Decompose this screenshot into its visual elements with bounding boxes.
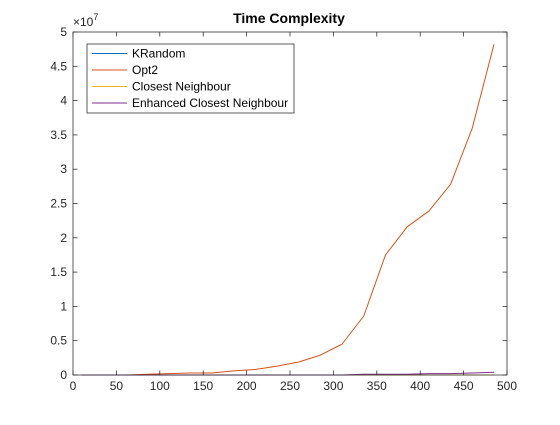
y-axis-exponent: ×107 [73,12,98,29]
y-tick-label: 0.5 [50,334,67,348]
x-tick-label: 300 [323,379,343,393]
legend-label: Closest Neighbour [132,80,231,94]
x-tick-label: 400 [410,379,430,393]
y-tick-label: 1 [60,299,67,313]
x-tick-label: 150 [193,379,213,393]
x-tick-label: 100 [150,379,170,393]
y-tick-label: 4.5 [50,59,67,73]
y-tick-label: 4 [60,94,67,108]
x-tick-label: 250 [280,379,300,393]
series-line-opt2 [81,44,495,376]
legend-label: KRandom [132,47,185,61]
chart-title: Time Complexity [233,10,345,26]
y-tick-label: 1.5 [50,265,67,279]
x-tick-label: 350 [367,379,387,393]
y-tick-label: 0 [60,368,67,382]
y-tick-label: 2.5 [50,197,67,211]
y-tick-label: 2 [60,231,67,245]
y-tick-label: 5 [60,25,67,39]
x-tick-label: 0 [70,379,77,393]
x-tick-label: 200 [237,379,257,393]
y-axis-exponent-power: 7 [93,12,98,22]
legend: KRandom Opt2 Closest Neighbour Enhanced Clo… [86,43,295,114]
legend-label: Enhanced Closest Neighbour [132,96,288,110]
legend-label: Opt2 [132,63,158,77]
axes-layer: 0 50 100 150 200 250 300 350 400 450 500 0 0.5 1 1.5 2 2… [50,25,517,393]
legend-box [86,43,295,114]
x-tick-label: 500 [497,379,517,393]
y-tick-label: 3.5 [50,128,67,142]
x-tick-label: 50 [110,379,124,393]
y-axis-exponent-base: ×10 [73,15,94,29]
y-tick-label: 3 [60,162,67,176]
x-tick-label: 450 [454,379,474,393]
